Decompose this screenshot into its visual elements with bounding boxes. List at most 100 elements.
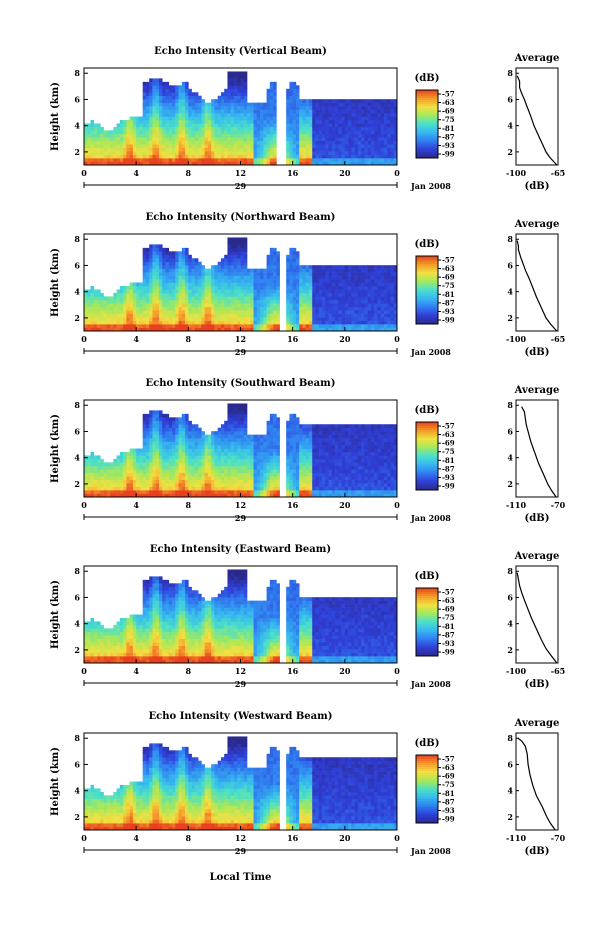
heatmap-cell [266, 299, 271, 304]
heatmap-cell [322, 140, 326, 145]
colorbar-step [416, 94, 438, 97]
heatmap-cell [344, 144, 349, 148]
heatmap-cell [374, 102, 378, 107]
heatmap-cell [181, 133, 186, 138]
heatmap-cell [178, 317, 183, 321]
heatmap-cell [136, 303, 140, 308]
heatmap-cell [243, 438, 248, 442]
heatmap-cell [377, 158, 381, 162]
heatmap-cell [325, 151, 329, 155]
heatmap-cell [325, 282, 329, 287]
heatmap-cell [168, 95, 173, 100]
heatmap-cell [158, 78, 163, 83]
heatmap-cell [374, 272, 378, 276]
heatmap-cell [185, 99, 189, 103]
heatmap-cell [198, 462, 202, 467]
heatmap-cell [335, 144, 339, 148]
heatmap-cell [116, 161, 121, 166]
heatmap-cell [286, 106, 290, 110]
heatmap-cell [188, 324, 192, 328]
heatmap-cell [344, 285, 349, 290]
heatmap-cell [292, 113, 297, 117]
heatmap-cell [178, 448, 183, 453]
heatmap-cell [273, 445, 277, 449]
heatmap-cell [119, 472, 124, 477]
heatmap-cell [158, 455, 163, 460]
heatmap-cell [227, 272, 232, 276]
heatmap-cell [387, 303, 391, 308]
heatmap-cell [312, 109, 316, 114]
heatmap-cell [145, 282, 150, 287]
heatmap-cell [172, 427, 176, 432]
heatmap-cell [149, 116, 153, 121]
y-tick-label: 2 [74, 147, 80, 157]
heatmap-cell [100, 320, 104, 325]
heatmap-cell [191, 465, 196, 470]
heatmap-cell [181, 483, 186, 487]
heatmap-cell [204, 272, 209, 276]
heatmap-cell [357, 126, 362, 131]
heatmap-cell [377, 317, 381, 321]
heatmap-cell [149, 451, 153, 456]
heatmap-cell [367, 116, 372, 121]
heatmap-cell [354, 272, 359, 276]
heatmap-cell [100, 483, 104, 487]
heatmap-cell [158, 493, 163, 498]
heatmap-cell [289, 109, 293, 114]
heatmap-cell [194, 310, 199, 314]
heatmap-cell [198, 133, 202, 138]
heatmap-cell [308, 292, 313, 297]
heatmap-cell [383, 272, 388, 276]
heatmap-cell [84, 320, 88, 325]
heatmap-cell [227, 116, 232, 121]
heatmap-cell [230, 133, 235, 138]
heatmap-cell [253, 133, 258, 138]
heatmap-cell [181, 109, 186, 114]
heatmap-cell [90, 292, 95, 297]
heatmap-cell [145, 413, 150, 418]
heatmap-cell [175, 476, 179, 480]
heatmap-cell [341, 285, 346, 290]
heatmap-cell [181, 92, 186, 97]
heatmap-cell [165, 119, 170, 124]
heatmap-cell [390, 320, 395, 325]
heatmap-cell [341, 265, 346, 269]
heatmap-cell [240, 320, 245, 325]
heatmap-cell [250, 140, 254, 145]
heatmap-cell [204, 310, 209, 314]
heatmap-cell [240, 123, 245, 128]
heatmap-cell [116, 123, 121, 128]
heatmap-cell [308, 140, 313, 145]
heatmap-cell [273, 109, 277, 114]
heatmap-cell [377, 296, 381, 301]
heatmap-cell [237, 420, 241, 425]
x-tick-label: 20 [339, 168, 351, 178]
heatmap-cell [217, 493, 222, 498]
heatmap-cell [325, 289, 329, 294]
heatmap-cell [393, 161, 398, 166]
heatmap-cell [185, 413, 189, 418]
heatmap-cell [204, 109, 209, 114]
heatmap-cell [233, 448, 238, 453]
heatmap-cell [149, 126, 153, 131]
heatmap-cell [145, 479, 150, 484]
heatmap-cell [299, 151, 303, 155]
heatmap-cell [276, 292, 280, 297]
heatmap-cell [191, 106, 196, 110]
heatmap-cell [204, 445, 209, 449]
heatmap-cell [295, 279, 300, 283]
heatmap-cell [172, 296, 176, 301]
heatmap-cell [357, 272, 362, 276]
heatmap-cell [181, 102, 186, 107]
heatmap-cell [168, 116, 173, 121]
heatmap-cell [302, 327, 307, 332]
heatmap-cell [172, 441, 176, 446]
heatmap-cell [325, 158, 329, 162]
heatmap-cell [273, 479, 277, 484]
heatmap-cell [253, 458, 258, 463]
heatmap-cell [185, 427, 189, 432]
heatmap-cell [253, 130, 258, 135]
colorbar-step [416, 118, 438, 121]
heatmap-cell [351, 310, 355, 314]
heatmap-cell [181, 123, 186, 128]
